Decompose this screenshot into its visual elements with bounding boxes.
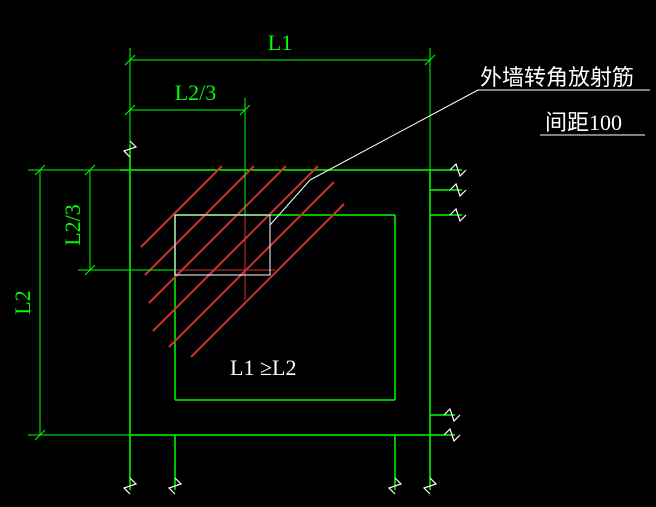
rebar-diagram: L1 L2/3 L2 L2/3 外墙转角放射筋间距100 L1 ≥L2 [0, 0, 656, 507]
annotation-relation: L1 ≥L2 [230, 355, 296, 380]
dim-L23-left-label: L2/3 [60, 204, 85, 246]
dim-L23-top-label: L2/3 [175, 80, 217, 105]
dimensions: L1 L2/3 L2 L2/3 [10, 30, 435, 440]
dim-L1-label: L1 [268, 30, 292, 55]
leader-annotation: 外墙转角放射筋间距100 L1 ≥L2 [175, 65, 650, 380]
annotation-spacing: 间距100 [545, 110, 622, 135]
wall-outline [120, 145, 462, 490]
annotation-title: 外墙转角放射筋 [480, 65, 634, 90]
radial-rebar [135, 155, 344, 357]
dim-L2-label: L2 [10, 290, 35, 314]
